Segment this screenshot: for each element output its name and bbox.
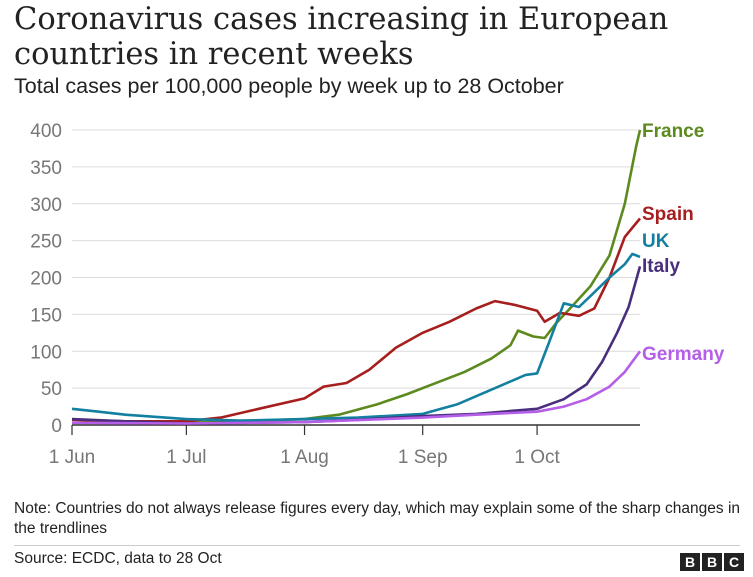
chart-title: Coronavirus cases increasing in European… <box>14 2 669 72</box>
series-line-italy <box>71 266 642 425</box>
x-tick-label: 1 Aug <box>280 447 329 468</box>
series-label-spain: Spain <box>642 204 694 225</box>
y-tick-label: 100 <box>30 342 62 363</box>
y-axis-ticks: 0 50 100 150 200 250 300 350 400 <box>30 121 62 437</box>
bbc-logo-block: B <box>680 553 700 571</box>
y-tick-label: 50 <box>41 379 62 400</box>
bbc-logo-block: C <box>724 553 744 571</box>
chart-subtitle: Total cases per 100,000 people by week u… <box>14 74 564 98</box>
y-tick-label: 150 <box>30 305 62 326</box>
series-labels: France Spain UK Italy Germany <box>642 121 725 365</box>
y-tick-label: 0 <box>51 416 62 437</box>
x-tick-label: 1 Sep <box>398 447 448 468</box>
series-line-germany <box>71 350 642 425</box>
x-axis-ticks: 1 Jun 1 Jul 1 Aug 1 Sep 1 Oct <box>49 425 560 468</box>
series-label-uk: UK <box>642 231 670 252</box>
bbc-logo-block: B <box>702 553 722 571</box>
y-tick-label: 250 <box>30 232 62 253</box>
series-label-italy: Italy <box>642 256 680 277</box>
series-line-spain <box>71 217 642 423</box>
x-tick-label: 1 Jul <box>166 447 206 468</box>
y-tick-label: 200 <box>30 269 62 290</box>
y-tick-label: 400 <box>30 121 62 142</box>
bbc-logo: B B C <box>680 553 744 571</box>
series-lines <box>71 129 642 425</box>
series-label-germany: Germany <box>642 344 725 365</box>
y-tick-label: 350 <box>30 158 62 179</box>
line-chart: 0 50 100 150 200 250 300 350 400 1 Jun 1 Jul 1 Aug… <box>30 121 725 468</box>
series-label-france: France <box>642 121 704 142</box>
source-text: Source: ECDC, data to 28 Oct <box>14 550 222 567</box>
y-tick-label: 300 <box>30 195 62 216</box>
series-line-uk <box>71 252 641 422</box>
footer-divider <box>14 545 740 546</box>
x-tick-label: 1 Oct <box>514 447 560 468</box>
grid-lines <box>72 129 640 426</box>
x-tick-label: 1 Jun <box>49 447 95 468</box>
chart-note: Note: Countries do not always release fi… <box>14 500 741 537</box>
